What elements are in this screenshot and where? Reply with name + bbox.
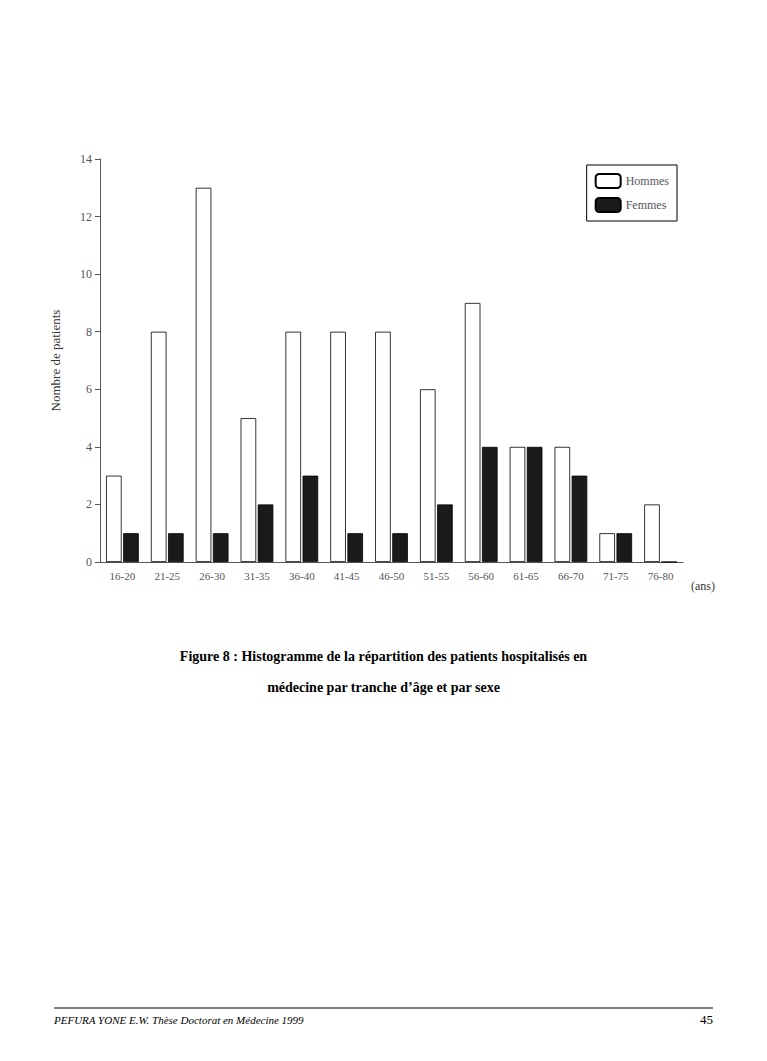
svg-text:61-65: 61-65 xyxy=(513,570,539,582)
svg-text:31-35: 31-35 xyxy=(244,570,270,582)
svg-text:26-30: 26-30 xyxy=(199,570,225,582)
svg-text:Figure 8 : Histogramme de la r: Figure 8 : Histogramme de la répartition… xyxy=(180,649,587,664)
svg-text:Nombre de patients: Nombre de patients xyxy=(48,310,63,412)
svg-text:0: 0 xyxy=(86,555,92,569)
svg-text:66-70: 66-70 xyxy=(558,570,584,582)
svg-text:51-55: 51-55 xyxy=(424,570,450,582)
svg-text:46-50: 46-50 xyxy=(379,570,405,582)
svg-text:2: 2 xyxy=(86,497,92,511)
svg-text:(ans): (ans) xyxy=(691,579,715,593)
svg-text:56-60: 56-60 xyxy=(468,570,494,582)
svg-text:14: 14 xyxy=(80,152,92,166)
svg-text:76-80: 76-80 xyxy=(648,570,674,582)
svg-text:21-25: 21-25 xyxy=(154,570,180,582)
svg-text:16-20: 16-20 xyxy=(110,570,136,582)
svg-text:10: 10 xyxy=(80,267,92,281)
svg-text:médecine par tranche d’âge et: médecine par tranche d’âge et par sexe xyxy=(267,680,500,695)
svg-text:Femmes: Femmes xyxy=(626,198,667,212)
svg-text:71-75: 71-75 xyxy=(603,570,629,582)
svg-text:45: 45 xyxy=(700,1012,713,1027)
svg-text:Hommes: Hommes xyxy=(626,174,670,188)
svg-text:4: 4 xyxy=(86,440,92,454)
svg-text:12: 12 xyxy=(80,210,92,224)
svg-text:PEFURA YONE E.W. Thèse Doctora: PEFURA YONE E.W. Thèse Doctorat en Médec… xyxy=(53,1014,304,1026)
svg-text:41-45: 41-45 xyxy=(334,570,360,582)
svg-text:6: 6 xyxy=(86,382,92,396)
svg-text:8: 8 xyxy=(86,325,92,339)
svg-text:36-40: 36-40 xyxy=(289,570,315,582)
